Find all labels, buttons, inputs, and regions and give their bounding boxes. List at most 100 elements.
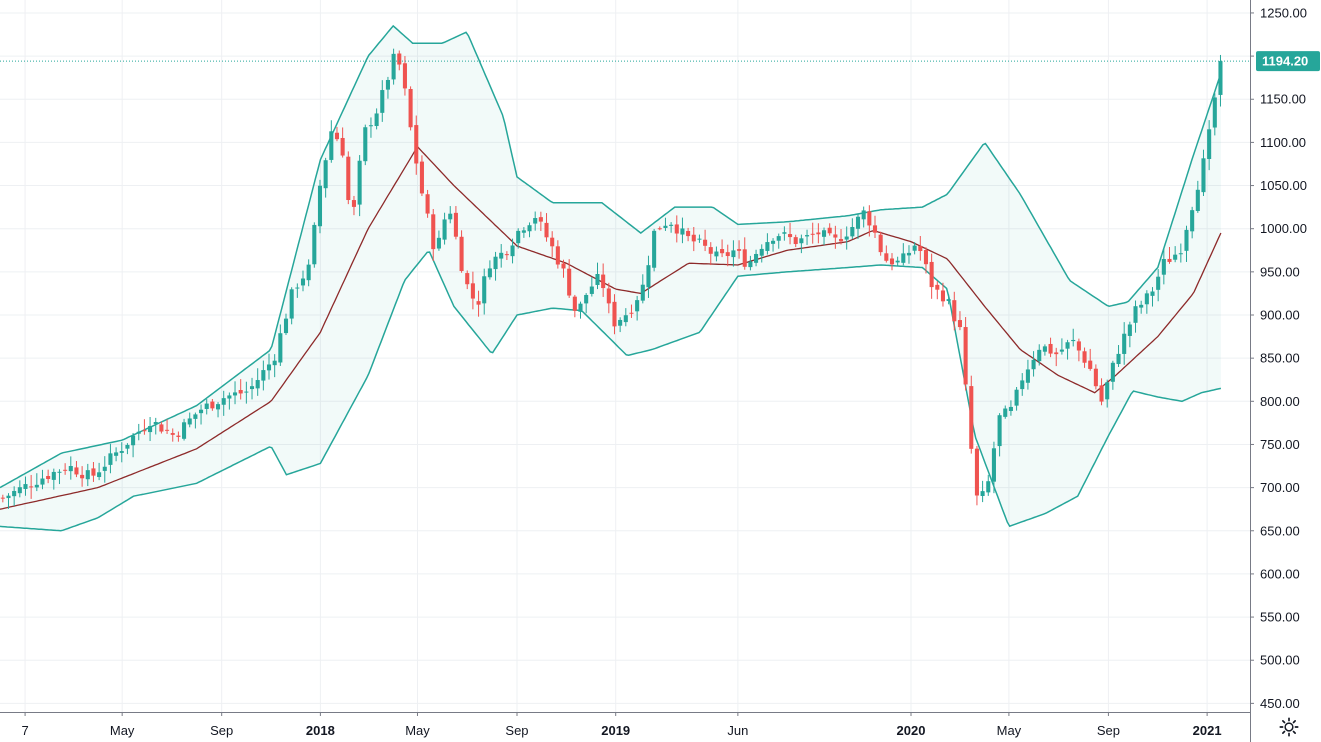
last-price-tag-bg <box>1256 51 1320 72</box>
candle <box>57 469 62 485</box>
candle <box>538 211 543 231</box>
candle-body <box>414 125 419 164</box>
candle <box>629 304 634 318</box>
candle <box>555 240 560 269</box>
candle <box>1037 344 1042 366</box>
candle-body <box>499 252 504 259</box>
candle <box>652 228 657 272</box>
candle <box>1190 206 1195 239</box>
candle-body <box>368 125 373 127</box>
candle <box>278 324 283 366</box>
candle-body <box>34 484 39 488</box>
candle-body <box>465 273 470 285</box>
candle-body <box>1093 368 1098 387</box>
candle-body <box>572 296 577 311</box>
candle <box>929 253 934 299</box>
candle-body <box>759 248 764 256</box>
candle <box>114 447 119 462</box>
candle-body <box>1161 258 1166 275</box>
candle-body <box>176 435 181 437</box>
candle <box>1093 364 1098 390</box>
candle <box>1139 300 1144 314</box>
candle-body <box>776 236 781 241</box>
candle-body <box>946 299 951 301</box>
candle <box>1042 344 1047 356</box>
candle <box>29 474 34 499</box>
candle <box>289 287 294 325</box>
candle-body <box>476 301 481 305</box>
candle-body <box>867 211 872 226</box>
candle-body <box>487 268 492 278</box>
y-tick-label: 700.00 <box>1260 480 1300 495</box>
candle <box>193 412 198 429</box>
candle-body <box>889 258 895 265</box>
candle <box>708 242 713 266</box>
candle <box>1173 246 1178 263</box>
candle-body <box>1059 349 1064 352</box>
x-tick-label: Sep <box>1097 723 1120 738</box>
candle-body <box>1003 408 1008 417</box>
candle-body <box>708 247 713 254</box>
candle <box>436 230 441 251</box>
candle-body <box>1110 362 1115 382</box>
candle-body <box>453 212 458 237</box>
candle-body <box>1218 61 1223 95</box>
candle-body <box>918 246 923 252</box>
candle <box>261 360 266 391</box>
candle-body <box>669 224 674 226</box>
candle-body <box>878 234 883 253</box>
candle-body <box>742 249 747 267</box>
candle-body <box>567 268 572 296</box>
y-tick-label: 650.00 <box>1260 523 1300 538</box>
basis-line <box>0 145 1222 510</box>
candle-body <box>210 401 215 409</box>
candle <box>131 432 136 458</box>
candle <box>74 461 79 478</box>
candle-body <box>1008 406 1013 411</box>
candle <box>1127 321 1132 348</box>
candle-body <box>187 418 192 425</box>
candle <box>805 229 810 245</box>
candle-body <box>691 234 696 242</box>
candle <box>884 245 889 263</box>
last-price-tag-label: 1194.20 <box>1262 54 1308 69</box>
candle <box>946 294 951 305</box>
x-tick-label: May <box>110 723 135 738</box>
candle-body <box>1195 189 1200 211</box>
candle <box>816 223 821 244</box>
candle <box>1076 338 1081 362</box>
candle <box>1201 149 1206 197</box>
candle <box>855 213 861 239</box>
candle <box>199 404 204 425</box>
candle-body <box>861 210 866 220</box>
candle <box>34 473 39 492</box>
candle-body <box>249 386 255 390</box>
gear-icon[interactable] <box>1278 716 1300 738</box>
y-tick-label: 500.00 <box>1260 653 1300 668</box>
candle <box>527 222 532 238</box>
candle-body <box>618 319 623 326</box>
candle-body <box>550 237 555 247</box>
candle <box>40 469 45 490</box>
candle <box>974 445 979 506</box>
candle <box>1031 351 1036 377</box>
candle-body <box>612 301 617 327</box>
candle-body <box>80 474 85 479</box>
candle <box>283 313 289 336</box>
candle <box>1156 269 1161 302</box>
candle <box>516 228 521 249</box>
candle <box>776 233 781 249</box>
candle-body <box>901 253 906 263</box>
candle <box>1071 328 1076 347</box>
candle-body <box>1133 306 1138 323</box>
candle-body <box>805 235 810 237</box>
candle <box>499 244 504 268</box>
candle <box>1014 386 1019 411</box>
candle-body <box>232 392 238 396</box>
candle-body <box>810 233 815 235</box>
candle <box>68 456 73 480</box>
candle <box>782 226 787 241</box>
last-price-tag: 1194.20 <box>1256 51 1320 72</box>
candle <box>765 233 770 255</box>
